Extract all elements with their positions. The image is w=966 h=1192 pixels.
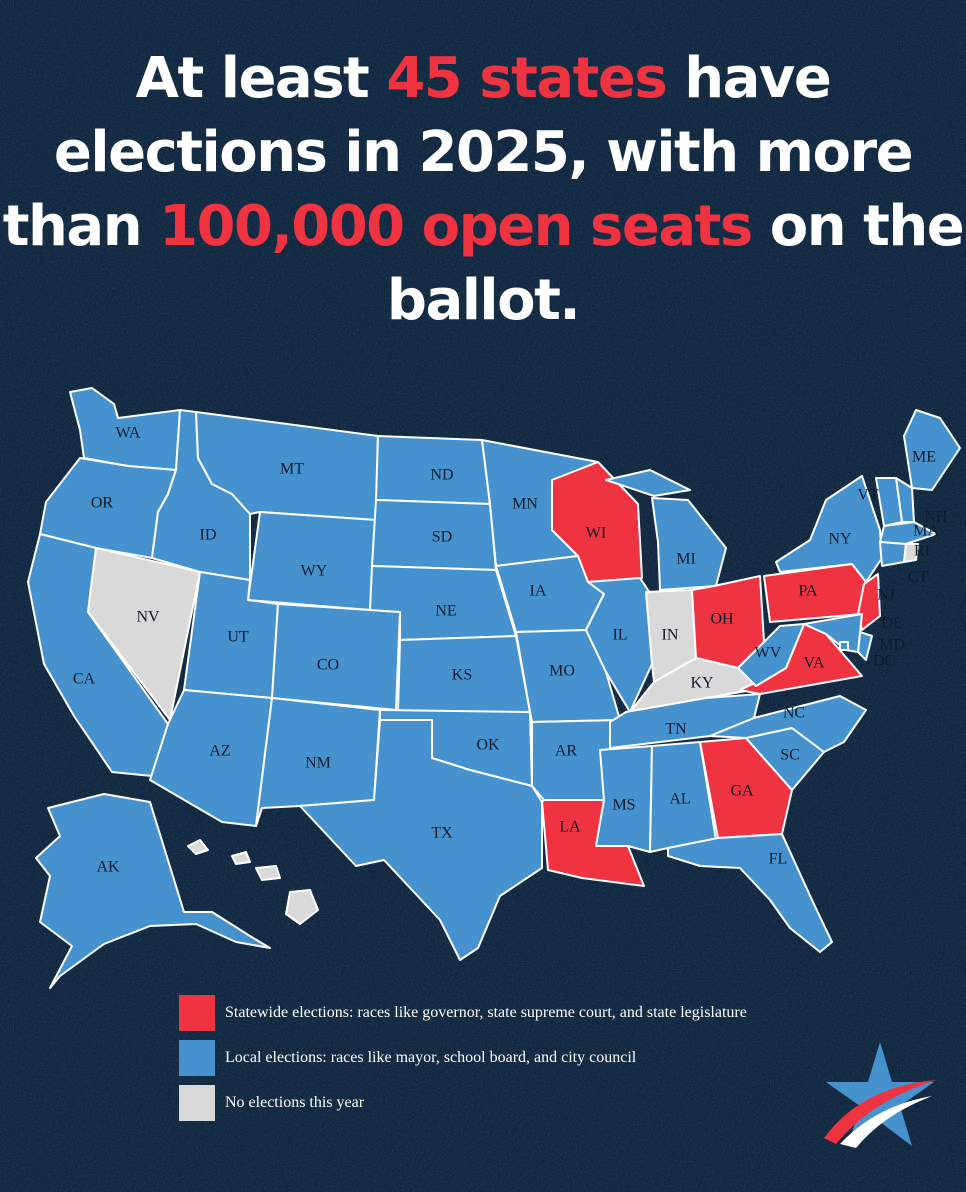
state-label-co: CO: [317, 657, 339, 674]
legend-item-statewide: Statewide elections: races like governor…: [179, 995, 747, 1031]
state-label-mo: MO: [549, 663, 575, 680]
state-label-ne: NE: [435, 603, 456, 620]
state-ri: [903, 543, 919, 563]
state-label-ny: NY: [828, 531, 852, 548]
state-label-ar: AR: [555, 743, 578, 760]
state-label-oh: OH: [710, 611, 734, 628]
state-label-in: IN: [662, 627, 679, 644]
state-label-ok: OK: [476, 737, 500, 754]
state-label-mi: MI: [676, 551, 696, 568]
state-label-ks: KS: [452, 667, 472, 684]
state-label-mn: MN: [512, 496, 538, 513]
state-label-wa: WA: [116, 425, 141, 442]
legend-swatch-statewide: [179, 995, 215, 1031]
state-vt: [875, 477, 903, 527]
state-fl: [667, 833, 833, 953]
state-label-ms: MS: [612, 797, 635, 814]
state-label-nj: NJ: [877, 587, 895, 604]
state-label-al: AL: [669, 791, 690, 808]
state-ak: [35, 793, 271, 989]
legend-label-none: No elections this year: [225, 1094, 365, 1111]
state-label-pa: PA: [799, 583, 818, 600]
state-label-il: IL: [612, 627, 627, 644]
headline-highlight-seats: 100,000 open seats: [159, 194, 753, 259]
state-hi: [187, 839, 319, 925]
state-label-vt: VT: [857, 487, 879, 504]
state-label-sc: SC: [780, 747, 800, 764]
state-label-fl: FL: [769, 851, 788, 868]
state-tn: [609, 693, 761, 749]
state-label-nc: NC: [783, 705, 805, 722]
state-label-or: OR: [91, 495, 114, 512]
state-label-ct: CT: [908, 569, 929, 586]
state-dc: [839, 641, 849, 651]
state-ct: [879, 541, 907, 567]
state-co: [271, 603, 401, 711]
state-label-ky: KY: [690, 675, 714, 692]
state-label-ga: GA: [730, 783, 754, 800]
state-tx: [299, 719, 543, 961]
state-label-id: ID: [200, 527, 217, 544]
headline: At least 45 states have elections in 202…: [0, 42, 966, 338]
state-label-ak: AK: [96, 859, 120, 876]
state-label-az: AZ: [209, 743, 230, 760]
state-nc: [709, 695, 867, 753]
legend-label-local: Local elections: races like mayor, schoo…: [225, 1049, 637, 1066]
headline-part-1: At least: [135, 46, 387, 111]
state-label-nm: NM: [305, 755, 331, 772]
state-wy: [247, 511, 377, 611]
state-label-ca: CA: [73, 671, 96, 688]
headline-highlight-states: 45 states: [386, 46, 667, 111]
state-label-va: VA: [803, 655, 824, 672]
state-ma: [879, 521, 937, 545]
state-label-tn: TN: [665, 721, 687, 738]
state-label-wy: WY: [301, 563, 328, 580]
state-label-sd: SD: [432, 529, 452, 546]
legend-item-local: Local elections: races like mayor, schoo…: [179, 1040, 747, 1076]
state-label-wv: WV: [755, 645, 782, 662]
state-label-ma: MA: [913, 523, 939, 540]
state-label-nv: NV: [136, 609, 160, 626]
state-label-la: LA: [559, 819, 581, 836]
state-label-nd: ND: [430, 467, 453, 484]
state-label-tx: TX: [431, 825, 453, 842]
labels-layer: WA OR CA NV ID MT WY UT AZ CO NM ND SD NE KS OK TX MN IA MO…: [73, 425, 948, 876]
states-layer: [27, 387, 961, 989]
legend-swatch-local: [179, 1040, 215, 1076]
state-label-mt: MT: [280, 461, 304, 478]
headline-part-3: have elections in 2025, with more than: [2, 46, 914, 259]
headline-part-5: on the ballot.: [386, 194, 965, 333]
legend-label-statewide: Statewide elections: races like governor…: [225, 1004, 747, 1021]
state-nj: [857, 573, 881, 631]
state-label-me: ME: [912, 449, 936, 466]
state-label-de: DE: [881, 615, 902, 632]
state-label-ia: IA: [530, 583, 547, 600]
legend: Statewide elections: races like governor…: [179, 995, 747, 1130]
legend-item-none: No elections this year: [179, 1085, 747, 1121]
state-label-ut: UT: [227, 629, 249, 646]
state-ga: [699, 737, 793, 839]
state-label-ri: RI: [914, 543, 930, 560]
state-label-nh: NH: [924, 509, 948, 526]
state-label-wi: WI: [586, 525, 606, 542]
state-label-dc: DC: [873, 653, 895, 670]
state-label-md: MD: [879, 637, 905, 654]
star-swoosh-icon: [824, 1042, 936, 1148]
legend-swatch-none: [179, 1085, 215, 1121]
